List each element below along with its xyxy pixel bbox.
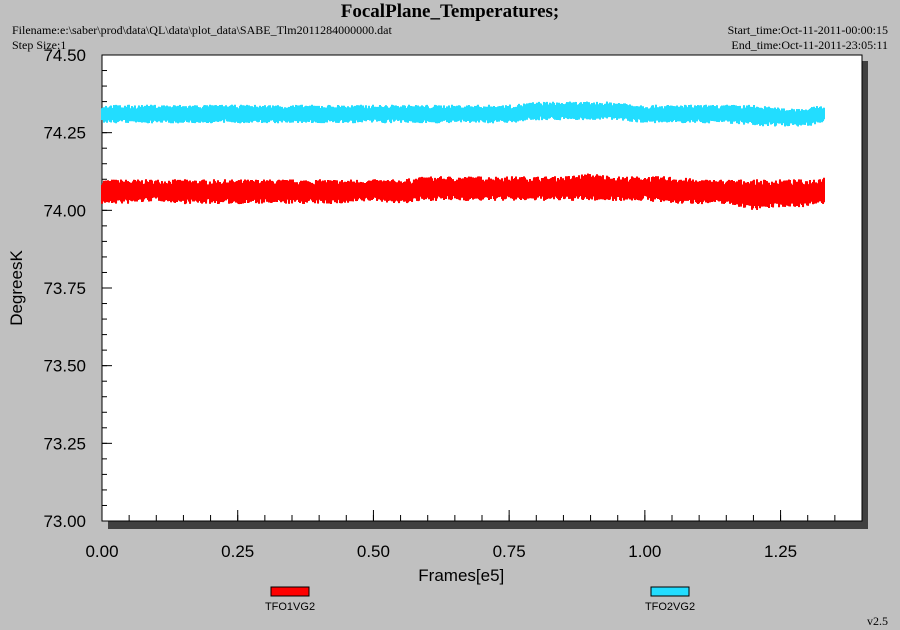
x-tick-label: 1.25	[764, 542, 797, 561]
version-label: v2.5	[867, 614, 888, 628]
x-tick-label: 0.00	[85, 542, 118, 561]
y-axis-label: DegreesK	[7, 250, 26, 326]
series-TFO2VG2	[101, 101, 825, 127]
y-tick-label: 73.00	[43, 512, 86, 531]
series-band	[102, 106, 824, 122]
legend-swatch	[650, 586, 690, 597]
y-tick-label: 74.50	[43, 46, 86, 65]
chart-title: FocalPlane_Temperatures;	[340, 1, 560, 22]
end-time-label: End_time:Oct-11-2011-23:05:11	[731, 38, 888, 52]
x-tick-label: 0.50	[357, 542, 390, 561]
x-tick-label: 0.25	[221, 542, 254, 561]
x-axis: 0.00 0.25 0.50 0.75 1.00 1.25	[85, 510, 797, 561]
y-tick-label: 73.25	[43, 434, 86, 453]
y-tick-label: 73.75	[43, 279, 86, 298]
legend-item: TFO1VG2	[265, 586, 315, 613]
step-size-label: Step Size:1	[12, 38, 67, 52]
legend-label: TFO2VG2	[645, 601, 695, 613]
series-band	[102, 179, 824, 202]
x-tick-label: 0.75	[493, 542, 526, 561]
legend-label: TFO1VG2	[265, 601, 315, 613]
series-TFO1VG2	[101, 173, 825, 210]
legend: TFO1VG2 TFO2VG2	[265, 586, 695, 613]
y-tick-label: 74.00	[43, 201, 86, 220]
x-tick-label: 1.00	[628, 542, 661, 561]
legend-item: TFO2VG2	[645, 586, 695, 613]
plot-area	[101, 54, 863, 522]
filename-label: Filename:e:\saber\prod\data\QL\data\plot…	[12, 23, 392, 37]
x-axis-label: Frames[e5]	[418, 566, 504, 585]
series-layer	[101, 101, 825, 210]
y-tick-label: 74.25	[43, 124, 86, 143]
start-time-label: Start_time:Oct-11-2011-00:00:15	[727, 23, 888, 37]
legend-swatch	[270, 586, 310, 597]
y-tick-label: 73.50	[43, 357, 86, 376]
y-axis: 73.00 73.25 73.50 73.75 74.00 74.25 74.50	[43, 46, 112, 531]
